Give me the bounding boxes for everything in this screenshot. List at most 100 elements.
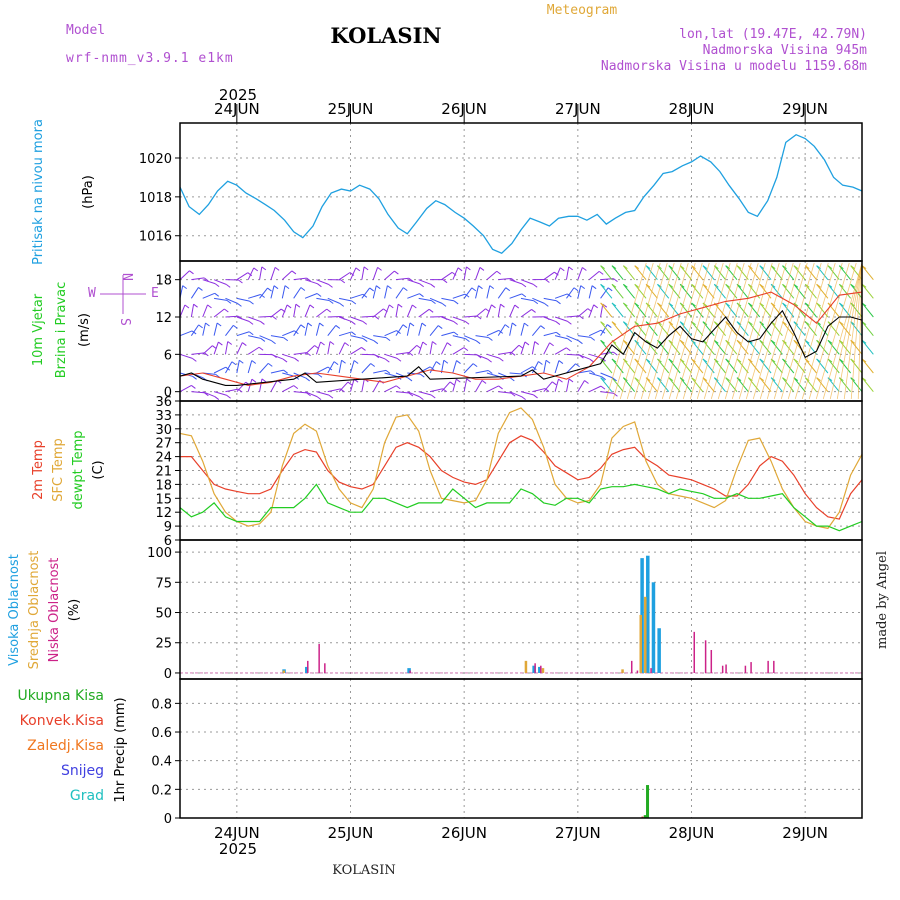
wind-barb-flag [556,300,561,305]
wind-barb-flag [736,358,742,363]
storm-hatch [703,262,745,400]
wind-barb-flag [377,267,382,271]
wind-barb-flag [408,352,414,356]
wind-barb [782,284,795,299]
storm-hatch [619,262,661,400]
wind-barb [316,391,330,396]
wind-barb [429,388,443,393]
temp2m-line [180,435,863,520]
wind-barb [520,366,533,374]
wind-barb-flag [533,394,538,399]
wind-barb-flag [402,324,408,329]
wind-barb-flag [816,283,821,288]
wind-barb-flag [419,293,424,298]
wind-barb [577,370,591,374]
wind-barb [350,360,355,374]
wind-barb-flag [725,302,730,307]
wind-barb [622,340,636,355]
pressure-unit-label: (hPa) [81,175,96,209]
wind-barb-flag [267,362,273,367]
wind-barb [179,353,193,359]
wind-barb-flag [397,303,403,308]
wind-barb-flag [316,293,322,297]
wind-barb-flag [611,358,617,363]
y-tick-label: 50 [155,607,172,622]
wind-barb [600,324,608,336]
wind-barb-flag [293,385,299,390]
model-elevation-label: Nadmorska Visina u modelu 1159.68m [601,59,867,74]
wind-barb [782,377,795,392]
wind-barb [315,341,322,355]
wind-barb-flag [419,396,424,401]
wind-barb [225,315,239,318]
y-tick-label: 75 [155,576,172,591]
wind-barb [736,321,749,336]
wind-barb-flag [286,304,292,309]
wind-barb [725,321,738,336]
wind-barb-flag [428,308,434,313]
wind-barb-flag [839,321,844,326]
wind-barb [213,279,227,285]
wind-barb [668,265,681,280]
wind-barb-flag [218,341,223,346]
storm-hatch [766,262,808,400]
storm-hatch [668,262,710,400]
wind-barb-flag [521,283,527,288]
wind-barb [190,304,195,318]
wind-barb [384,372,398,377]
wind-barb-flag [613,278,618,283]
y-tick-label: 0 [164,667,172,682]
wind-barb [554,378,559,392]
wind-barb [804,358,817,374]
y-tick-label: 25 [155,637,172,652]
wind-barb [498,351,512,355]
dewpt-axis-label: dewpt Temp [71,430,86,509]
wind-barb [532,297,545,304]
wind-barb [247,267,255,280]
storm-hatch [801,262,843,400]
wind-barb [622,358,636,374]
wind-barb-flag [850,339,855,344]
wind-barb [247,346,260,355]
wind-barb [213,341,219,355]
wind-barb [838,265,852,280]
wind-barb-flag [770,339,776,344]
wind-barb [566,353,580,356]
high-cloud-bar [646,555,650,673]
wind-barb-flag [582,267,587,271]
wind-barb [850,302,863,318]
wind-barb-flag [782,358,787,363]
wind-barb [577,285,582,299]
low-cloud-bar [324,663,326,673]
wind-barb [304,279,318,285]
wind-barb-flag [691,377,696,382]
wind-barb [850,358,863,374]
wind-barb [634,340,647,355]
wind-barb [725,265,738,280]
wind-barb-flag [657,302,662,307]
wind-barb [600,284,613,299]
wind-barb [725,302,738,318]
wind-barb [202,279,216,285]
wind-barb [452,293,466,299]
wind-barb-flag [476,315,482,320]
wind-barb [475,335,489,338]
wind-barb-flag [463,347,469,351]
y-tick-label: 15 [155,492,172,507]
wind-barb-flag [540,325,545,330]
wind-barb [224,341,229,355]
wind-barb [304,293,318,299]
wind-barb-flag [558,360,564,364]
wind-barb-flag [283,369,288,374]
wind-barb-flag [430,283,436,288]
wind-barb [418,308,430,318]
wind-barb [350,379,355,392]
low-cloud-bar [773,660,775,673]
wind-barb-flag [253,267,259,272]
wind-barb [429,341,433,355]
wind-barb-flag [668,358,674,363]
wind-barb-flag [568,378,574,383]
wind-barb-flag [351,321,356,325]
wind-barb-flag [488,337,493,341]
y-tick-label: 18 [155,274,172,289]
